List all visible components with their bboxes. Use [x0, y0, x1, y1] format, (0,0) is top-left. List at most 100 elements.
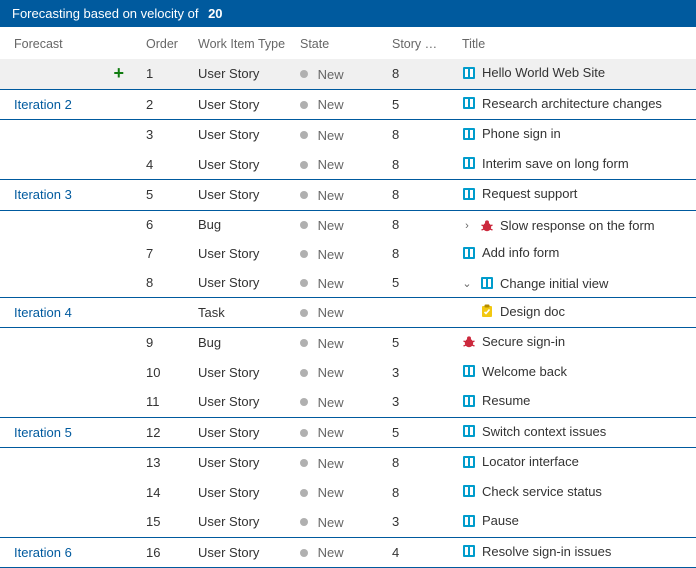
type-cell: User Story: [198, 187, 259, 202]
state-cell: New: [318, 305, 344, 320]
order-cell: 4: [146, 157, 153, 172]
table-row[interactable]: Iteration 3 5 User Story New 8 Request s…: [0, 180, 696, 210]
table-row[interactable]: 15 User Story New 3 Pause: [0, 507, 696, 537]
state-dot-icon: [300, 279, 308, 287]
state-dot-icon: [300, 518, 308, 526]
table-row[interactable]: 14 User Story New 8 Check service status: [0, 478, 696, 508]
forecast-table: Forecast Order Work Item Type State Stor…: [0, 27, 696, 568]
type-cell: User Story: [198, 514, 259, 529]
title-cell[interactable]: Secure sign-in: [482, 334, 565, 349]
table-row[interactable]: 13 User Story New 8 Locator interface: [0, 448, 696, 478]
table-row[interactable]: 10 User Story New 3 Welcome back: [0, 358, 696, 388]
table-row[interactable]: Iteration 6 16 User Story New 4 Resolve …: [0, 538, 696, 568]
story-points-cell: 4: [392, 545, 399, 560]
order-cell: 5: [146, 187, 153, 202]
story-points-cell: 5: [392, 275, 399, 290]
story-points-cell: 5: [392, 97, 399, 112]
type-cell: Bug: [198, 335, 221, 350]
title-cell[interactable]: Change initial view: [500, 276, 608, 291]
type-cell: Task: [198, 305, 225, 320]
col-header-state[interactable]: State: [294, 27, 386, 59]
title-cell[interactable]: Hello World Web Site: [482, 65, 605, 80]
story-points-cell: 3: [392, 394, 399, 409]
state-cell: New: [318, 515, 344, 530]
order-cell: 1: [146, 66, 153, 81]
title-cell[interactable]: Phone sign in: [482, 126, 561, 141]
order-cell: 10: [146, 365, 160, 380]
table-row[interactable]: 6 Bug New 8 › Slow response on the form: [0, 211, 696, 240]
title-cell[interactable]: Locator interface: [482, 454, 579, 469]
state-dot-icon: [300, 459, 308, 467]
story-points-cell: 8: [392, 217, 399, 232]
title-cell[interactable]: Request support: [482, 186, 577, 201]
story-points-cell: 5: [392, 335, 399, 350]
state-cell: New: [318, 276, 344, 291]
state-cell: New: [318, 485, 344, 500]
state-dot-icon: [300, 489, 308, 497]
type-cell: User Story: [198, 394, 259, 409]
state-cell: New: [318, 365, 344, 380]
type-cell: User Story: [198, 157, 259, 172]
order-cell: 6: [146, 217, 153, 232]
title-cell[interactable]: Pause: [482, 513, 519, 528]
user-story-icon: [462, 246, 476, 260]
bug-icon: [462, 335, 476, 349]
col-header-title[interactable]: Title: [456, 27, 696, 59]
title-cell[interactable]: Resume: [482, 393, 530, 408]
collapse-icon[interactable]: ⌄: [462, 277, 472, 290]
type-cell: User Story: [198, 425, 259, 440]
user-story-icon: [462, 66, 476, 80]
title-cell[interactable]: Check service status: [482, 484, 602, 499]
col-header-order[interactable]: Order: [140, 27, 192, 59]
state-dot-icon: [300, 161, 308, 169]
title-cell[interactable]: Research architecture changes: [482, 96, 662, 111]
story-points-cell: 3: [392, 365, 399, 380]
title-cell[interactable]: Interim save on long form: [482, 156, 629, 171]
banner-velocity-value: 20: [208, 6, 222, 21]
table-body: + 1 User Story New 8 Hello World Web Sit…: [0, 59, 696, 568]
title-cell[interactable]: Welcome back: [482, 364, 567, 379]
title-cell[interactable]: Design doc: [500, 304, 565, 319]
type-cell: User Story: [198, 485, 259, 500]
table-row[interactable]: Iteration 4 Task New Design doc: [0, 298, 696, 328]
table-row[interactable]: 8 User Story New 5 ⌄ Change initial view: [0, 269, 696, 298]
state-dot-icon: [300, 101, 308, 109]
table-row[interactable]: Iteration 2 2 User Story New 5 Research …: [0, 90, 696, 120]
task-icon: [480, 304, 494, 318]
user-story-icon: [462, 364, 476, 378]
type-cell: Bug: [198, 217, 221, 232]
title-cell[interactable]: Resolve sign-in issues: [482, 544, 611, 559]
state-dot-icon: [300, 221, 308, 229]
state-dot-icon: [300, 339, 308, 347]
type-cell: User Story: [198, 275, 259, 290]
col-header-story[interactable]: Story …: [386, 27, 456, 59]
iteration-label: Iteration 3: [14, 187, 72, 202]
title-cell[interactable]: Switch context issues: [482, 424, 606, 439]
col-header-type[interactable]: Work Item Type: [192, 27, 294, 59]
state-cell: New: [318, 157, 344, 172]
title-cell[interactable]: Slow response on the form: [500, 218, 655, 233]
type-cell: User Story: [198, 246, 259, 261]
state-cell: New: [318, 545, 344, 560]
type-cell: User Story: [198, 127, 259, 142]
add-item-button[interactable]: +: [113, 66, 124, 80]
table-row[interactable]: Iteration 5 12 User Story New 5 Switch c…: [0, 418, 696, 448]
order-cell: 11: [146, 394, 160, 409]
state-cell: New: [318, 336, 344, 351]
table-row[interactable]: 9 Bug New 5 Secure sign-in: [0, 328, 696, 358]
order-cell: 12: [146, 425, 160, 440]
expand-icon[interactable]: ›: [462, 220, 472, 232]
table-row[interactable]: 11 User Story New 3 Resume: [0, 387, 696, 417]
order-cell: 3: [146, 127, 153, 142]
title-cell[interactable]: Add info form: [482, 245, 559, 260]
order-cell: 16: [146, 545, 160, 560]
table-row[interactable]: 3 User Story New 8 Phone sign in: [0, 120, 696, 150]
type-cell: User Story: [198, 66, 259, 81]
col-header-forecast[interactable]: Forecast: [0, 27, 140, 59]
table-row[interactable]: + 1 User Story New 8 Hello World Web Sit…: [0, 59, 696, 89]
table-row[interactable]: 4 User Story New 8 Interim save on long …: [0, 150, 696, 180]
order-cell: 7: [146, 246, 153, 261]
velocity-banner: Forecasting based on velocity of 20: [0, 0, 696, 27]
banner-prefix: Forecasting based on velocity of: [12, 6, 198, 21]
table-row[interactable]: 7 User Story New 8 Add info form: [0, 239, 696, 269]
